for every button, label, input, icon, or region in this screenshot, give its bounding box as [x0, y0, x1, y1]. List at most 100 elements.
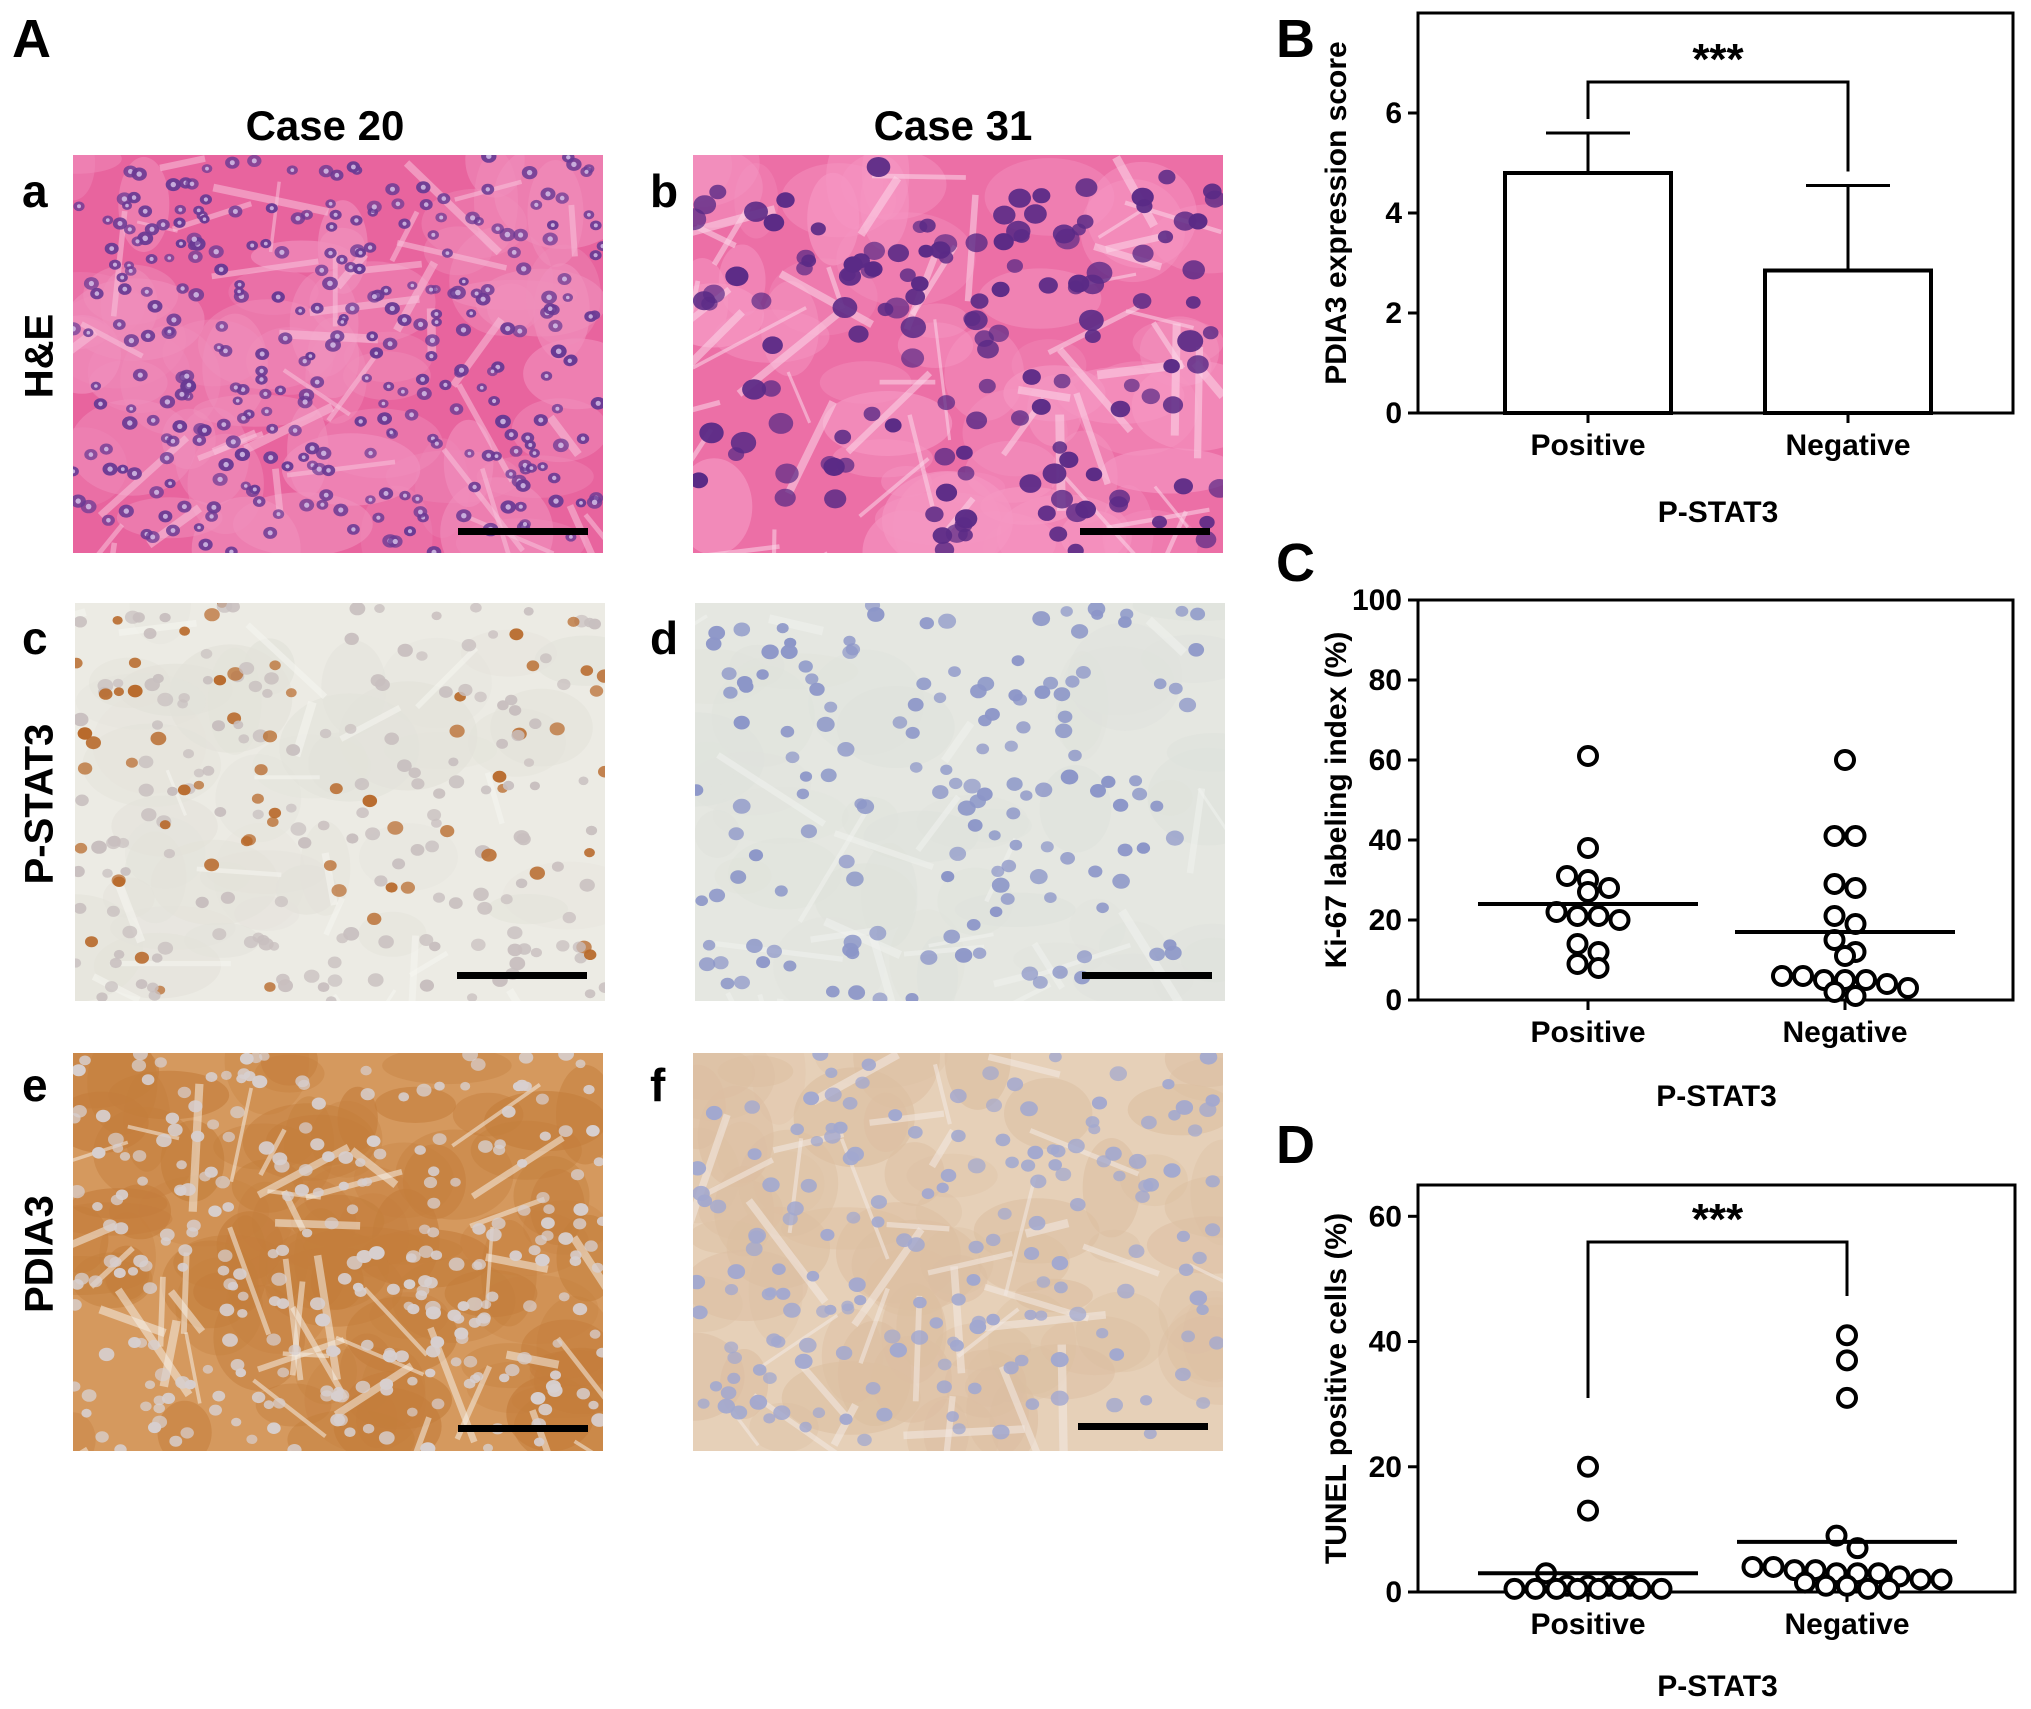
chart-c-point-negative-4 [1844, 877, 1867, 899]
chart-d-significance-label: *** [1692, 1195, 1744, 1244]
chart-b-significance-bracket [1586, 80, 1850, 172]
panel-letter-b: B [1276, 9, 1315, 69]
micrograph-he-case-20 [73, 155, 603, 553]
chart-c-point-positive-0 [1577, 745, 1599, 767]
chart-d-point-negative-13 [1909, 1568, 1932, 1591]
chart-c-point-negative-10 [1771, 965, 1793, 987]
chart-d-plot-frame [1416, 1183, 2017, 1594]
column-label-case-31: Case 31 [873, 102, 1033, 149]
chart-d-point-negative-6 [1762, 1555, 1785, 1578]
chart-d-point-negative-5 [1741, 1555, 1764, 1578]
chart-c-ytick-label-0: 0 [1385, 984, 1402, 1017]
chart-d-y-axis-label: TUNEL positive cells (%) [1320, 1213, 1353, 1564]
sub-letter-d: d [650, 612, 679, 664]
chart-c-point-positive-12 [1566, 953, 1589, 975]
sub-letter-f: f [650, 1059, 666, 1111]
micrograph-pstat3-case-31 [695, 603, 1225, 1001]
chart-b-ytick-label-3: 6 [1385, 97, 1402, 130]
chart-c-y-axis-label: Ki-67 labeling index (%) [1320, 632, 1353, 969]
chart-c-point-positive-9 [1608, 909, 1631, 931]
chart-b-ytick-label-2: 4 [1385, 197, 1402, 230]
chart-d-category-positive: Positive [1530, 1608, 1645, 1641]
chart-d-point-positive-10 [1566, 1577, 1589, 1600]
chart-b-significance-label: *** [1692, 35, 1744, 84]
row-label-pdia3: PDIA3 [17, 1195, 62, 1313]
panel-letter-c: C [1276, 533, 1315, 593]
chart-d-point-negative-0 [1836, 1324, 1858, 1347]
chart-d-point-positive-8 [1524, 1577, 1547, 1600]
chart-c-point-negative-2 [1844, 825, 1867, 847]
chart-c-point-negative-17 [1823, 981, 1846, 1003]
chart-d-significance-bracket [1586, 1240, 1849, 1398]
chart-c-ytick-label-5: 100 [1352, 584, 1402, 617]
chart-c-point-negative-5 [1823, 905, 1846, 927]
chart-d-point-negative-14 [1930, 1568, 1953, 1591]
chart-c-point-positive-7 [1566, 905, 1589, 927]
chart-c-point-positive-5 [1577, 881, 1599, 903]
chart-d-point-negative-17 [1836, 1574, 1858, 1597]
chart-d-point-positive-0 [1577, 1455, 1599, 1478]
chart-c-point-negative-1 [1823, 825, 1846, 847]
chart-c-ytick-label-2: 40 [1369, 824, 1402, 857]
chart-d-point-negative-18 [1857, 1577, 1879, 1600]
sub-letter-c: c [22, 612, 48, 664]
chart-d-point-positive-9 [1545, 1577, 1568, 1600]
chart-c-point-negative-3 [1823, 873, 1846, 895]
sub-letter-e: e [22, 1059, 48, 1111]
chart-b-bar-positive [1503, 171, 1673, 415]
chart-d-point-positive-13 [1629, 1577, 1652, 1600]
chart-c-x-axis-label: P-STAT3 [1656, 1080, 1777, 1113]
sub-letter-a: a [22, 165, 48, 217]
chart-c-ytick-label-3: 60 [1369, 744, 1402, 777]
chart-c-point-negative-9 [1834, 945, 1856, 967]
chart-c-plot-frame [1416, 598, 2015, 1002]
micrograph-pdia3-case-31 [693, 1053, 1223, 1451]
chart-d-point-negative-2 [1836, 1386, 1858, 1409]
sub-letter-b: b [650, 165, 679, 217]
scale-bar-f [1078, 1423, 1208, 1430]
chart-b-bar: 0 2 4 6 Positive Negative P-STAT3 PDIA3 express… [1320, 11, 2015, 529]
row-label-pstat3: P-STAT3 [17, 723, 62, 885]
chart-c-point-negative-16 [1897, 977, 1919, 999]
chart-c-point-negative-11 [1792, 965, 1814, 987]
chart-c-point-positive-13 [1587, 957, 1610, 979]
chart-c-point-positive-4 [1598, 877, 1620, 899]
chart-c-point-positive-3 [1556, 865, 1578, 887]
chart-c-category-negative: Negative [1782, 1016, 1907, 1049]
chart-b-ytick-label-0: 0 [1385, 397, 1402, 430]
chart-b-y-axis-label: PDIA3 expression score [1320, 41, 1353, 385]
chart-d-point-positive-7 [1503, 1577, 1526, 1600]
chart-d-point-negative-1 [1836, 1349, 1858, 1372]
micrograph-pstat3-case-20 [75, 603, 605, 1001]
chart-d-point-negative-15 [1794, 1571, 1816, 1594]
chart-d-point-negative-11 [1867, 1562, 1890, 1585]
micrograph-he-case-31 [693, 155, 1223, 553]
chart-b-ytick-label-1: 2 [1385, 297, 1402, 330]
chart-c-point-negative-18 [1844, 985, 1867, 1007]
chart-b-category-positive: Positive [1530, 429, 1645, 462]
chart-c-point-negative-14 [1855, 969, 1877, 991]
chart-d-x-axis-label: P-STAT3 [1657, 1670, 1778, 1703]
chart-c-ytick-label-4: 80 [1369, 664, 1402, 697]
chart-d-point-negative-16 [1815, 1574, 1837, 1597]
panel-letter-d: D [1276, 1115, 1315, 1175]
chart-d-point-positive-11 [1587, 1577, 1610, 1600]
chart-c-category-positive: Positive [1530, 1016, 1645, 1049]
chart-b-x-axis-label: P-STAT3 [1658, 496, 1779, 529]
chart-d-point-negative-19 [1878, 1577, 1900, 1600]
micrograph-pdia3-case-20 [73, 1053, 603, 1451]
column-label-case-20: Case 20 [245, 102, 405, 149]
chart-d-point-positive-12 [1608, 1577, 1631, 1600]
scale-bar-d [1082, 972, 1212, 979]
chart-c-point-negative-15 [1876, 973, 1898, 995]
scale-bar-c [457, 972, 587, 979]
chart-b-bar-negative [1763, 268, 1933, 415]
scale-bar-b [1080, 528, 1210, 535]
chart-d-point-positive-14 [1650, 1577, 1673, 1600]
chart-c-point-negative-0 [1834, 749, 1856, 771]
chart-d-category-negative: Negative [1784, 1608, 1909, 1641]
chart-d-ytick-label-1: 20 [1369, 1451, 1402, 1484]
chart-d-ytick-label-3: 60 [1369, 1200, 1402, 1233]
chart-b-category-negative: Negative [1785, 429, 1910, 462]
